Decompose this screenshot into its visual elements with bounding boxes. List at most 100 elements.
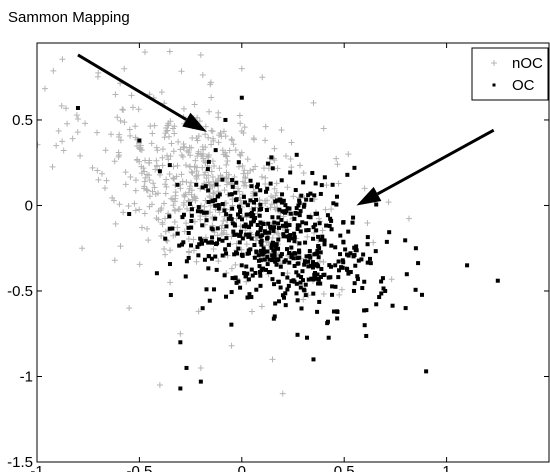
point-OC (240, 252, 245, 257)
annotations (77, 53, 495, 206)
point-nOC (162, 251, 169, 258)
point-OC (259, 242, 264, 247)
point-nOC (110, 197, 117, 204)
point-OC (274, 262, 279, 267)
point-nOC (144, 187, 151, 194)
chart-title: Sammon Mapping (8, 9, 130, 26)
point-nOC (197, 364, 204, 371)
point-OC (345, 172, 350, 177)
point-OC (351, 288, 356, 293)
point-nOC (117, 117, 124, 124)
point-OC (258, 248, 263, 253)
point-nOC (275, 231, 282, 238)
point-OC (242, 271, 247, 276)
point-OC (326, 275, 331, 280)
point-nOC (224, 158, 231, 165)
point-OC (269, 258, 274, 263)
point-OC (269, 245, 274, 250)
point-nOC (69, 135, 76, 142)
point-nOC (203, 175, 210, 182)
point-OC (282, 295, 287, 300)
point-OC (413, 287, 418, 292)
point-OC (273, 259, 278, 264)
point-nOC (186, 249, 193, 256)
point-nOC (304, 233, 311, 240)
point-OC (419, 292, 424, 297)
point-OC (356, 258, 361, 263)
point-nOC (240, 129, 247, 136)
point-nOC (167, 279, 174, 286)
point-nOC (188, 168, 195, 175)
point-nOC (223, 161, 230, 168)
point-nOC (262, 174, 269, 181)
point-nOC (101, 185, 108, 192)
point-nOC (145, 237, 152, 244)
point-OC (310, 170, 315, 175)
point-nOC (209, 158, 216, 165)
point-nOC (261, 165, 268, 172)
point-OC (283, 203, 288, 208)
point-nOC (271, 185, 278, 192)
point-OC (265, 235, 270, 240)
point-nOC (111, 158, 118, 165)
point-nOC (146, 177, 153, 184)
point-OC (189, 225, 194, 230)
point-OC (234, 197, 239, 202)
point-OC (334, 202, 339, 207)
point-OC (304, 228, 309, 233)
point-OC (272, 248, 277, 253)
point-nOC (210, 190, 217, 197)
point-nOC (98, 170, 105, 177)
point-nOC (120, 209, 127, 216)
point-OC (282, 259, 287, 264)
point-nOC (180, 105, 187, 112)
point-nOC (234, 185, 241, 192)
point-nOC (181, 143, 188, 150)
point-OC (178, 340, 183, 345)
point-OC (246, 251, 251, 256)
point-OC (296, 273, 301, 278)
point-nOC (177, 146, 184, 153)
point-nOC (129, 104, 136, 111)
point-nOC (126, 126, 133, 133)
point-OC (189, 218, 194, 223)
point-OC (312, 252, 317, 257)
point-OC (335, 316, 340, 321)
point-OC (381, 286, 386, 291)
point-OC (214, 267, 219, 272)
point-nOC (142, 174, 149, 181)
point-OC (245, 212, 250, 217)
point-OC (284, 229, 289, 234)
point-nOC (171, 130, 178, 137)
point-OC (163, 236, 168, 241)
point-nOC (149, 130, 156, 137)
point-OC (299, 275, 304, 280)
point-nOC (171, 206, 178, 213)
point-nOC (59, 138, 66, 145)
point-OC (238, 208, 243, 213)
point-OC (330, 182, 335, 187)
point-nOC (254, 210, 261, 217)
point-OC (383, 288, 388, 293)
point-OC (317, 299, 322, 304)
point-nOC (405, 215, 412, 222)
point-OC (196, 253, 201, 258)
point-nOC (311, 229, 318, 236)
y-tick-label: -1 (20, 368, 33, 385)
point-OC (234, 232, 239, 237)
point-OC (272, 225, 277, 230)
point-OC (229, 290, 234, 295)
point-nOC (172, 189, 179, 196)
point-OC (313, 222, 318, 227)
point-OC (265, 161, 270, 166)
point-OC (198, 379, 203, 384)
point-OC (303, 293, 308, 298)
point-OC (321, 273, 326, 278)
point-OC (239, 95, 244, 100)
point-nOC (180, 199, 187, 206)
point-nOC (188, 144, 195, 151)
point-nOC (197, 51, 204, 58)
point-OC (292, 216, 297, 221)
point-OC (288, 170, 293, 175)
series-nOC (37, 48, 412, 397)
